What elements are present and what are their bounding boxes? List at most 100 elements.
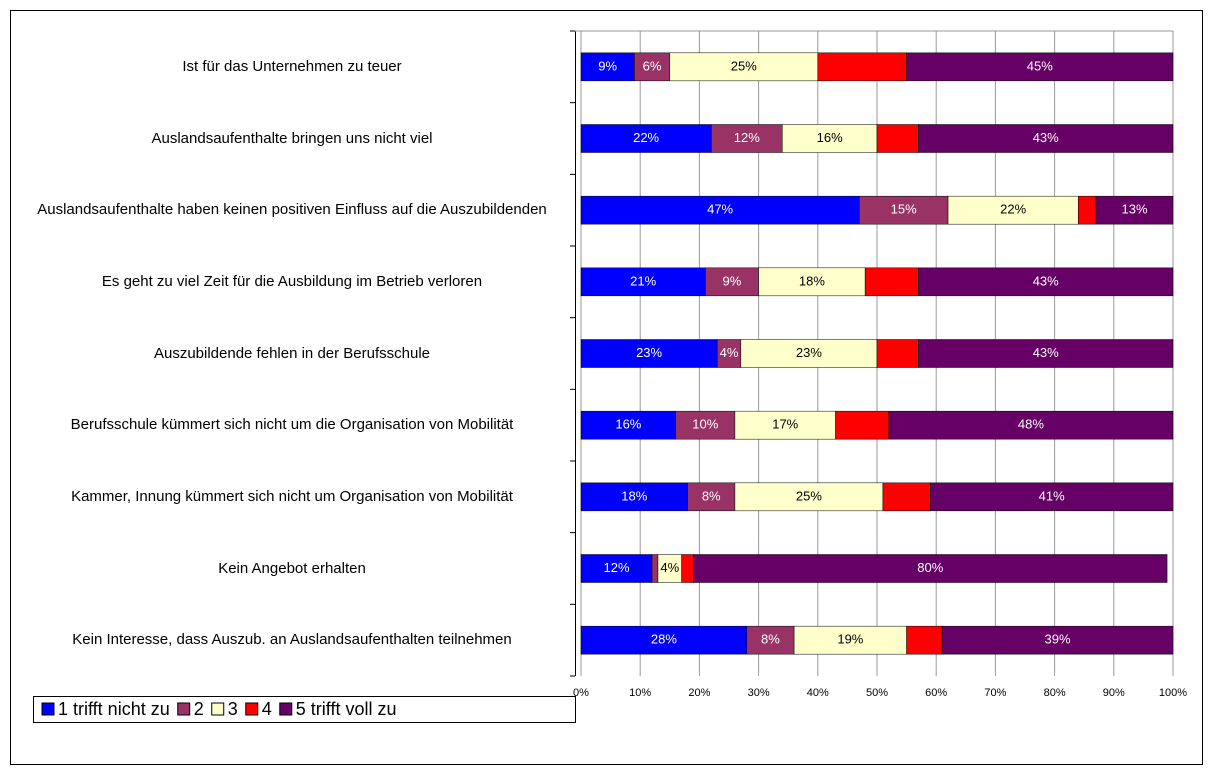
value-label: 6% bbox=[643, 58, 662, 73]
bar-segment bbox=[906, 625, 943, 655]
value-label: 25% bbox=[731, 58, 757, 73]
legend-label: 3 bbox=[228, 699, 238, 719]
x-tick-label: 60% bbox=[925, 687, 947, 699]
legend-box bbox=[33, 696, 576, 723]
bar-segment bbox=[746, 625, 795, 655]
value-label: 8% bbox=[761, 632, 780, 647]
value-label: 16% bbox=[615, 417, 641, 432]
value-label: 43% bbox=[1033, 345, 1059, 360]
legend-swatch bbox=[211, 702, 225, 716]
value-label: 80% bbox=[917, 560, 943, 575]
bar-segment bbox=[918, 339, 1174, 368]
x-tick-label: 90% bbox=[1103, 687, 1125, 699]
bar-segment bbox=[580, 195, 860, 225]
value-label: 21% bbox=[630, 273, 656, 288]
category-label: Berufsschule kümmert sich nicht um die O… bbox=[70, 416, 514, 434]
bar-segment bbox=[941, 625, 1174, 655]
legend-label: 2 bbox=[194, 699, 204, 719]
category-label: Auslandsaufenthalte haben keinen positiv… bbox=[37, 201, 547, 219]
bar-segment bbox=[1078, 195, 1097, 225]
x-tick-label: 70% bbox=[984, 687, 1006, 699]
bar-segment bbox=[580, 52, 635, 82]
bar-segment bbox=[651, 554, 659, 583]
value-label: 45% bbox=[1027, 58, 1053, 73]
bar-segment bbox=[734, 410, 836, 440]
category-label: Kein Angebot erhalten bbox=[218, 559, 366, 577]
bar-segment bbox=[580, 339, 718, 368]
bar-segment bbox=[758, 267, 866, 297]
value-label: 41% bbox=[1039, 488, 1065, 503]
value-label: 13% bbox=[1122, 202, 1148, 217]
category-label: Kein Interesse, dass Auszub. an Auslands… bbox=[72, 631, 512, 649]
value-label: 28% bbox=[651, 632, 677, 647]
bar-segment bbox=[634, 52, 671, 82]
value-label: 10% bbox=[692, 417, 718, 432]
legend-label: 5 trifft voll zu bbox=[296, 699, 397, 719]
bar-segment bbox=[793, 625, 907, 655]
value-label: 47% bbox=[707, 202, 733, 217]
category-label: Auszubildende fehlen in der Berufsschule bbox=[153, 344, 430, 362]
value-label: 22% bbox=[633, 130, 659, 145]
bar-segment bbox=[740, 339, 878, 368]
bar-segment bbox=[918, 267, 1174, 297]
value-label: 9% bbox=[598, 58, 617, 73]
category-label: Ist für das Unternehmen zu teuer bbox=[182, 57, 402, 75]
value-label: 8% bbox=[702, 488, 721, 503]
bar-segment bbox=[580, 267, 706, 297]
legend-swatch bbox=[279, 702, 293, 716]
bar-segment bbox=[734, 482, 884, 512]
category-label: Auslandsaufenthalte bringen uns nicht vi… bbox=[151, 129, 433, 147]
bar-segment bbox=[947, 195, 1079, 225]
legend-swatch bbox=[177, 702, 191, 716]
bar-segment bbox=[580, 410, 676, 440]
value-label: 43% bbox=[1033, 273, 1059, 288]
bar-segment bbox=[882, 482, 931, 512]
legend-label: 4 bbox=[262, 699, 272, 719]
bar-segment bbox=[681, 554, 694, 583]
bar-segment bbox=[675, 410, 736, 440]
x-tick-label: 10% bbox=[629, 687, 651, 699]
bar-segment bbox=[687, 482, 736, 512]
value-label: 4% bbox=[720, 345, 739, 360]
x-tick-label: 50% bbox=[866, 687, 888, 699]
x-tick-label: 100% bbox=[1159, 687, 1187, 699]
value-label: 23% bbox=[796, 345, 822, 360]
value-label: 19% bbox=[837, 632, 863, 647]
bar-segment bbox=[669, 52, 819, 82]
x-tick-label: 40% bbox=[807, 687, 829, 699]
bar-segment bbox=[930, 482, 1174, 512]
value-label: 48% bbox=[1018, 417, 1044, 432]
value-label: 43% bbox=[1033, 130, 1059, 145]
value-label: 15% bbox=[891, 202, 917, 217]
value-label: 9% bbox=[723, 273, 742, 288]
x-tick-label: 20% bbox=[688, 687, 710, 699]
value-label: 22% bbox=[1000, 202, 1026, 217]
bar-segment bbox=[817, 52, 907, 82]
value-label: 25% bbox=[796, 488, 822, 503]
value-label: 17% bbox=[772, 417, 798, 432]
bar-segment bbox=[876, 124, 919, 153]
value-label: 18% bbox=[799, 273, 825, 288]
value-label: 23% bbox=[636, 345, 662, 360]
bar-segment bbox=[835, 410, 890, 440]
value-label: 39% bbox=[1045, 632, 1071, 647]
legend-label: 1 trifft nicht zu bbox=[58, 699, 170, 719]
bar-segment bbox=[710, 124, 783, 153]
category-label: Es geht zu viel Zeit für die Ausbildung … bbox=[101, 272, 483, 290]
legend-swatch bbox=[41, 702, 55, 716]
value-label: 16% bbox=[817, 130, 843, 145]
bar-segment bbox=[782, 124, 878, 153]
bar-segment bbox=[1095, 195, 1174, 225]
x-tick-label: 0% bbox=[573, 687, 589, 699]
bar-segment bbox=[888, 410, 1174, 440]
x-tick-label: 30% bbox=[748, 687, 770, 699]
bar-segment bbox=[693, 554, 1168, 583]
bar-segment bbox=[705, 267, 759, 297]
value-label: 12% bbox=[734, 130, 760, 145]
value-label: 12% bbox=[604, 560, 630, 575]
bar-segment bbox=[918, 124, 1174, 153]
legend-swatch bbox=[245, 702, 259, 716]
bar-segment bbox=[864, 267, 919, 297]
